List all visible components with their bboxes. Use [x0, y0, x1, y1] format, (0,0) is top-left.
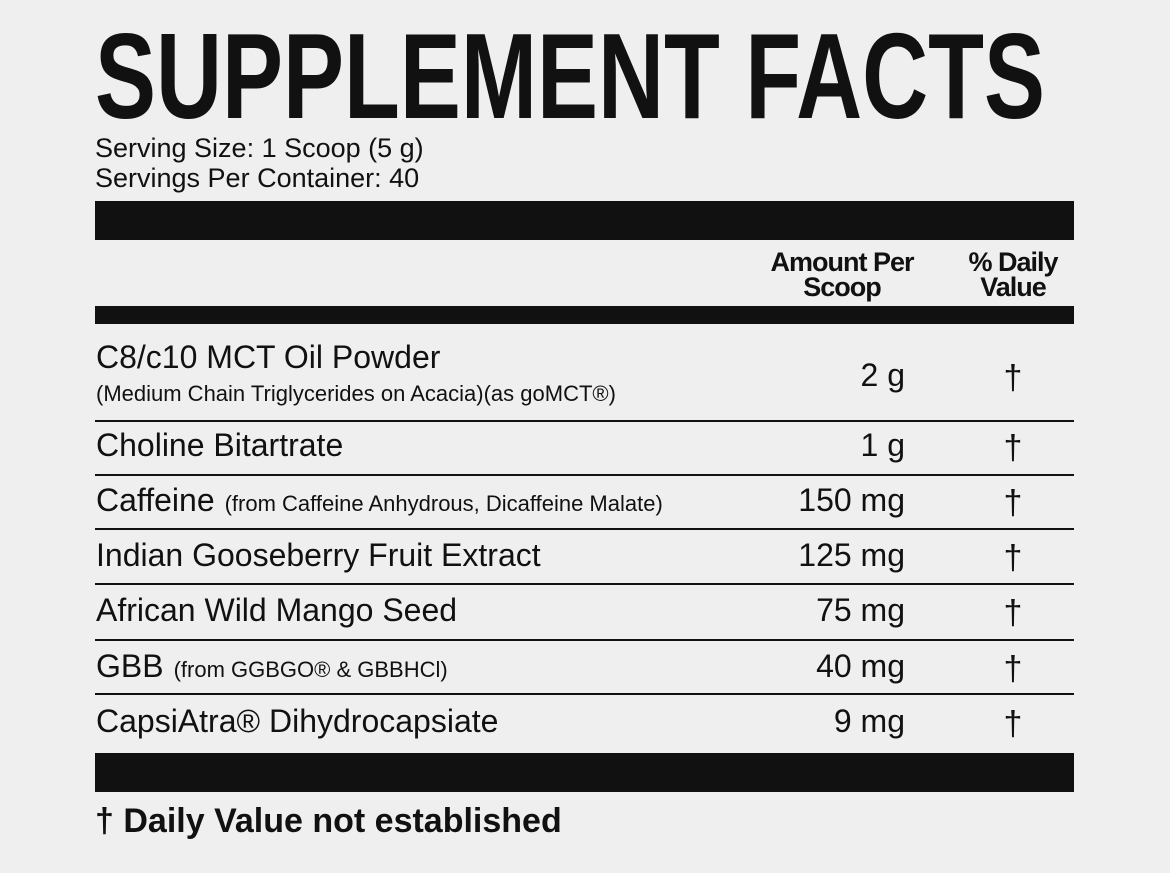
daily-value: †: [1004, 650, 1023, 688]
amount: 2 g: [861, 357, 905, 393]
amount: 9 mg: [834, 703, 905, 739]
ingredient-name: GBB (from GGBGO® & GBBHCl): [96, 648, 448, 684]
daily-value: †: [1004, 429, 1023, 467]
daily-value: †: [1004, 705, 1023, 743]
column-header: Value: [980, 272, 1047, 302]
ingredient-name: C8/c10 MCT Oil Powder: [96, 339, 441, 375]
ingredient-name: Choline Bitartrate: [96, 427, 343, 463]
title: SUPPLEMENT FACTS: [95, 8, 1045, 144]
daily-value: †: [1004, 594, 1023, 632]
divider-bar: [95, 201, 1074, 240]
ingredient-name-text: Caffeine: [96, 482, 215, 518]
amount: 150 mg: [798, 482, 905, 518]
serving-size: Serving Size: 1 Scoop (5 g): [95, 133, 424, 163]
ingredient-name: Indian Gooseberry Fruit Extract: [96, 537, 541, 573]
amount: 1 g: [861, 427, 905, 463]
footnote: † Daily Value not established: [95, 802, 562, 840]
amount: 40 mg: [816, 648, 905, 684]
daily-value: †: [1004, 484, 1023, 522]
amount: 125 mg: [798, 537, 905, 573]
daily-value: †: [1004, 359, 1023, 397]
ingredient-name-text: GBB: [96, 648, 164, 684]
divider-bar: [95, 306, 1074, 324]
ingredient-name: CapsiAtra® Dihydrocapsiate: [96, 703, 498, 739]
ingredient-name: Caffeine (from Caffeine Anhydrous, Dicaff…: [96, 482, 663, 518]
ingredient-note: (from Caffeine Anhydrous, Dicaffeine Mal…: [225, 491, 663, 516]
ingredient-name: African Wild Mango Seed: [96, 592, 457, 628]
column-header: % Daily: [968, 247, 1058, 277]
column-header: Scoop: [803, 272, 881, 302]
ingredient-note: (from GGBGO® & GBBHCl): [174, 657, 448, 682]
servings-per-container: Servings Per Container: 40: [95, 163, 419, 193]
ingredient-description: (Medium Chain Triglycerides on Acacia)(a…: [96, 381, 616, 406]
amount: 75 mg: [816, 592, 905, 628]
divider-bar: [95, 753, 1074, 792]
daily-value: †: [1004, 539, 1023, 577]
column-header: Amount Per: [770, 247, 915, 277]
